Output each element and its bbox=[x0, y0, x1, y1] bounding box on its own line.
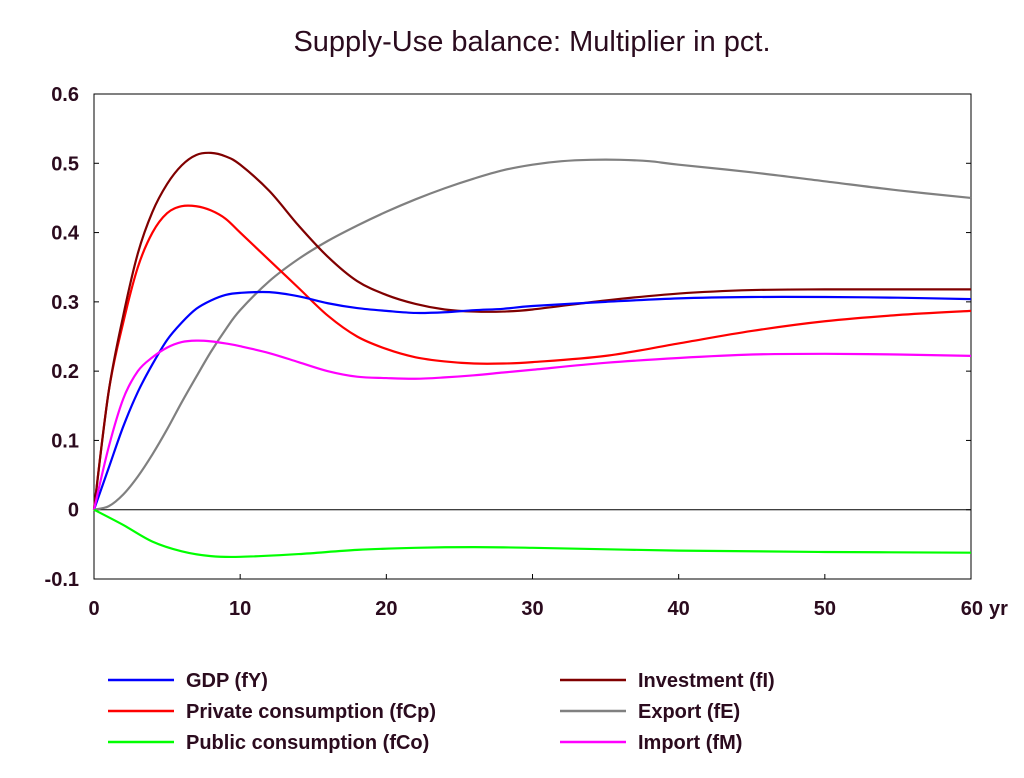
x-tick-label: 50 bbox=[814, 598, 836, 620]
legend-item: Private consumption (fCp) bbox=[108, 701, 436, 723]
x-tick-label: 20 bbox=[375, 598, 397, 620]
legend-item: Investment (fI) bbox=[560, 670, 775, 692]
legend-label: Private consumption (fCp) bbox=[186, 701, 436, 723]
series-line-import-fm bbox=[92, 339, 972, 510]
series-line-gdp-fy bbox=[92, 290, 972, 511]
chart-title: Supply-Use balance: Multiplier in pct. bbox=[293, 26, 770, 58]
legend-item: Import (fM) bbox=[560, 732, 742, 754]
axes: 0.6 0.5 0.4 0.3 0.2 0.1 0 -0.1 0 10 20 30 40 50 60 yr bbox=[45, 84, 1009, 620]
y-tick-label: 0 bbox=[68, 500, 79, 522]
legend-item: Public consumption (fCo) bbox=[108, 732, 429, 754]
series-line-export-fe bbox=[93, 158, 972, 511]
y-tick-label: 0.1 bbox=[51, 430, 79, 452]
y-tick-label: 0.2 bbox=[51, 361, 79, 383]
legend-label: Export (fE) bbox=[638, 701, 740, 723]
x-tick-label: 60 bbox=[961, 598, 983, 620]
series-line-private-consumption-fcp bbox=[92, 204, 972, 510]
y-tick-label: 0.3 bbox=[51, 292, 79, 314]
y-tick-label: 0.4 bbox=[51, 223, 80, 245]
x-tick-label: 10 bbox=[229, 598, 251, 620]
x-axis-unit-label: yr bbox=[989, 598, 1008, 620]
y-tick-label: 0.5 bbox=[51, 153, 79, 175]
legend-item: Export (fE) bbox=[560, 701, 740, 723]
legend: GDP (fY) Private consumption (fCp) Public … bbox=[108, 670, 775, 754]
legend-label: Import (fM) bbox=[638, 732, 742, 754]
x-tick-label: 40 bbox=[668, 598, 690, 620]
series-line-investment-fi bbox=[92, 151, 971, 510]
series-line-public-consumption-fco bbox=[93, 508, 972, 559]
plot-frame bbox=[93, 93, 972, 580]
legend-item: GDP (fY) bbox=[108, 670, 268, 692]
legend-label: Public consumption (fCo) bbox=[186, 732, 429, 754]
legend-label: Investment (fI) bbox=[638, 670, 775, 692]
x-tick-label: 30 bbox=[521, 598, 543, 620]
plot-border bbox=[93, 93, 972, 580]
x-tick-label: 0 bbox=[88, 598, 99, 620]
series-layer bbox=[92, 151, 972, 559]
y-tick-label: 0.6 bbox=[51, 84, 79, 106]
y-tick-label: -0.1 bbox=[45, 569, 79, 591]
legend-label: GDP (fY) bbox=[186, 670, 268, 692]
